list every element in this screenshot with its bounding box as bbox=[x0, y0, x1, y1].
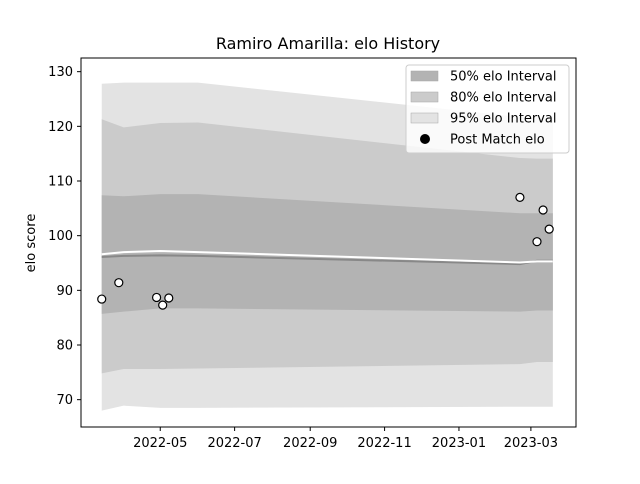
post-match-elo-point bbox=[151, 292, 162, 303]
x-tick-label: 2022-07 bbox=[207, 436, 261, 451]
series-mean-line bbox=[101, 249, 553, 264]
legend-label: Post Match elo bbox=[450, 133, 545, 148]
legend-label: 80% elo Interval bbox=[450, 91, 557, 106]
post-match-elo-point bbox=[538, 205, 548, 215]
post-match-elo-point bbox=[515, 192, 525, 202]
x-tick-label: 2022-05 bbox=[133, 436, 187, 451]
legend-swatch bbox=[410, 112, 439, 124]
plot-area: 70 80 90 100 110 120 130 2022-05 2022-07 2022-09 2… bbox=[48, 57, 577, 451]
y-tick-label: 70 bbox=[56, 393, 73, 408]
y-tick-label: 100 bbox=[48, 229, 73, 244]
post-match-elo-point bbox=[158, 300, 168, 310]
legend-label: 50% elo Interval bbox=[450, 70, 557, 85]
x-tick-label: 2022-09 bbox=[283, 436, 337, 451]
y-tick-label: 110 bbox=[48, 175, 73, 190]
post-match-elo-point bbox=[544, 224, 554, 234]
x-tick-label: 2023-01 bbox=[432, 436, 486, 451]
legend-swatch bbox=[410, 91, 439, 103]
axes-frame bbox=[80, 57, 577, 428]
legend-swatch bbox=[410, 70, 439, 82]
band-50-interval bbox=[101, 194, 553, 314]
legend-box bbox=[405, 64, 570, 154]
x-tick-label: 2022-11 bbox=[357, 436, 411, 451]
post-match-elo-point bbox=[164, 293, 174, 303]
legend: 50% elo Interval 80% elo Interval 95% elo … bbox=[405, 64, 570, 154]
y-tick-label: 90 bbox=[56, 284, 73, 299]
y-tick-label: 80 bbox=[56, 339, 73, 354]
post-match-elo-point bbox=[532, 237, 542, 247]
legend-label: 95% elo Interval bbox=[450, 112, 557, 127]
y-tick-label: 120 bbox=[48, 120, 73, 135]
y-tick-label: 130 bbox=[48, 65, 73, 80]
legend-marker bbox=[420, 134, 430, 144]
post-match-elo-point bbox=[97, 294, 107, 304]
y-axis-label: elo score bbox=[24, 214, 39, 273]
x-tick-label: 2023-03 bbox=[504, 436, 558, 451]
post-match-elo-point bbox=[114, 278, 124, 288]
chart-title: Ramiro Amarilla: elo History bbox=[216, 34, 440, 53]
